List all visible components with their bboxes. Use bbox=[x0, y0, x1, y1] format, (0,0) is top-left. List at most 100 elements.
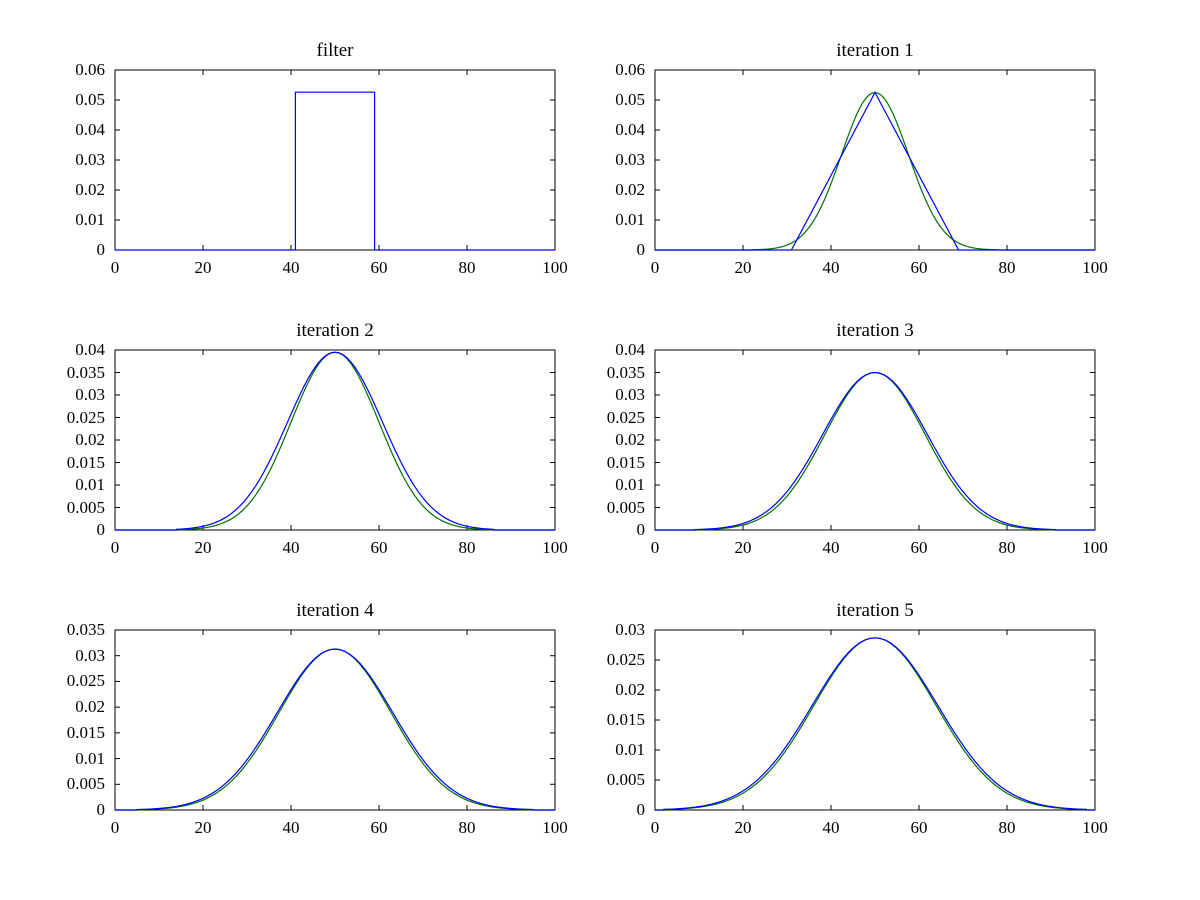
ytick-label: 0.015 bbox=[67, 723, 105, 743]
plot-area bbox=[655, 70, 1095, 250]
xtick-label: 80 bbox=[982, 538, 1032, 558]
series-line bbox=[115, 92, 555, 250]
series-line bbox=[115, 649, 555, 810]
ytick-label: 0.005 bbox=[607, 770, 645, 790]
ytick-label: 0.035 bbox=[67, 620, 105, 640]
series-line bbox=[655, 373, 1095, 531]
axes-box bbox=[655, 70, 1095, 250]
axes-box bbox=[115, 70, 555, 250]
series-line bbox=[115, 352, 555, 530]
ytick-label: 0.06 bbox=[75, 60, 105, 80]
ytick-label: 0.015 bbox=[607, 453, 645, 473]
ytick-label: 0.03 bbox=[615, 620, 645, 640]
xtick-label: 0 bbox=[630, 538, 680, 558]
series-line bbox=[655, 93, 1095, 251]
ytick-label: 0.03 bbox=[75, 385, 105, 405]
xtick-label: 60 bbox=[354, 258, 404, 278]
xtick-label: 0 bbox=[90, 818, 140, 838]
xtick-label: 40 bbox=[806, 538, 856, 558]
xtick-label: 20 bbox=[718, 818, 768, 838]
ytick-label: 0 bbox=[637, 240, 646, 260]
ytick-label: 0.02 bbox=[75, 180, 105, 200]
ytick-label: 0.02 bbox=[615, 680, 645, 700]
panel-title: iteration 2 bbox=[115, 320, 555, 342]
xtick-label: 0 bbox=[630, 818, 680, 838]
ytick-label: 0 bbox=[97, 520, 106, 540]
series-line bbox=[115, 352, 555, 530]
xtick-label: 20 bbox=[178, 258, 228, 278]
xtick-label: 60 bbox=[354, 538, 404, 558]
axes-box bbox=[115, 350, 555, 530]
series-line bbox=[655, 638, 1095, 810]
ytick-label: 0.01 bbox=[75, 210, 105, 230]
xtick-label: 40 bbox=[266, 258, 316, 278]
xtick-label: 60 bbox=[894, 258, 944, 278]
ytick-label: 0.03 bbox=[75, 150, 105, 170]
ytick-label: 0 bbox=[637, 800, 646, 820]
ytick-label: 0.06 bbox=[615, 60, 645, 80]
chart-panel-0: filter02040608010000.010.020.030.040.050… bbox=[115, 70, 555, 250]
series-line bbox=[115, 649, 555, 810]
xtick-label: 0 bbox=[90, 258, 140, 278]
xtick-label: 60 bbox=[894, 538, 944, 558]
panel-title: iteration 3 bbox=[655, 320, 1095, 342]
ytick-label: 0.03 bbox=[75, 646, 105, 666]
xtick-label: 40 bbox=[266, 818, 316, 838]
ytick-label: 0.035 bbox=[67, 363, 105, 383]
chart-panel-5: iteration 502040608010000.0050.010.0150.… bbox=[655, 630, 1095, 810]
xtick-label: 40 bbox=[266, 538, 316, 558]
ytick-label: 0.04 bbox=[75, 120, 105, 140]
ytick-label: 0.025 bbox=[607, 650, 645, 670]
ytick-label: 0 bbox=[97, 800, 106, 820]
ytick-label: 0.01 bbox=[75, 749, 105, 769]
xtick-label: 60 bbox=[894, 818, 944, 838]
axes-box bbox=[655, 350, 1095, 530]
ytick-label: 0.035 bbox=[607, 363, 645, 383]
xtick-label: 0 bbox=[90, 538, 140, 558]
ytick-label: 0.04 bbox=[615, 120, 645, 140]
xtick-label: 80 bbox=[982, 818, 1032, 838]
axes-box bbox=[655, 630, 1095, 810]
xtick-label: 100 bbox=[530, 258, 580, 278]
ytick-label: 0.02 bbox=[615, 180, 645, 200]
ytick-label: 0.005 bbox=[67, 498, 105, 518]
xtick-label: 80 bbox=[442, 258, 492, 278]
chart-panel-2: iteration 202040608010000.0050.010.0150.… bbox=[115, 350, 555, 530]
plot-area bbox=[115, 630, 555, 810]
panel-title: iteration 5 bbox=[655, 600, 1095, 622]
ytick-label: 0.015 bbox=[67, 453, 105, 473]
ytick-label: 0.03 bbox=[615, 385, 645, 405]
ytick-label: 0 bbox=[97, 240, 106, 260]
series-line bbox=[655, 638, 1095, 810]
chart-panel-3: iteration 302040608010000.0050.010.0150.… bbox=[655, 350, 1095, 530]
xtick-label: 80 bbox=[982, 258, 1032, 278]
xtick-label: 100 bbox=[1070, 818, 1120, 838]
series-line bbox=[655, 93, 1095, 251]
xtick-label: 60 bbox=[354, 818, 404, 838]
xtick-label: 100 bbox=[530, 818, 580, 838]
chart-panel-4: iteration 402040608010000.0050.010.0150.… bbox=[115, 630, 555, 810]
plot-area bbox=[115, 70, 555, 250]
ytick-label: 0.02 bbox=[615, 430, 645, 450]
xtick-label: 0 bbox=[630, 258, 680, 278]
ytick-label: 0.005 bbox=[607, 498, 645, 518]
xtick-label: 20 bbox=[178, 538, 228, 558]
xtick-label: 20 bbox=[178, 818, 228, 838]
ytick-label: 0.02 bbox=[75, 697, 105, 717]
ytick-label: 0.025 bbox=[607, 408, 645, 428]
ytick-label: 0.025 bbox=[67, 671, 105, 691]
figure-container: filter02040608010000.010.020.030.040.050… bbox=[0, 0, 1200, 900]
ytick-label: 0.02 bbox=[75, 430, 105, 450]
plot-area bbox=[115, 350, 555, 530]
xtick-label: 100 bbox=[530, 538, 580, 558]
ytick-label: 0.03 bbox=[615, 150, 645, 170]
ytick-label: 0.01 bbox=[615, 475, 645, 495]
xtick-label: 100 bbox=[1070, 538, 1120, 558]
ytick-label: 0.015 bbox=[607, 710, 645, 730]
chart-panel-1: iteration 102040608010000.010.020.030.04… bbox=[655, 70, 1095, 250]
ytick-label: 0.01 bbox=[615, 740, 645, 760]
ytick-label: 0.01 bbox=[75, 475, 105, 495]
xtick-label: 80 bbox=[442, 538, 492, 558]
xtick-label: 40 bbox=[806, 258, 856, 278]
panel-title: iteration 4 bbox=[115, 600, 555, 622]
